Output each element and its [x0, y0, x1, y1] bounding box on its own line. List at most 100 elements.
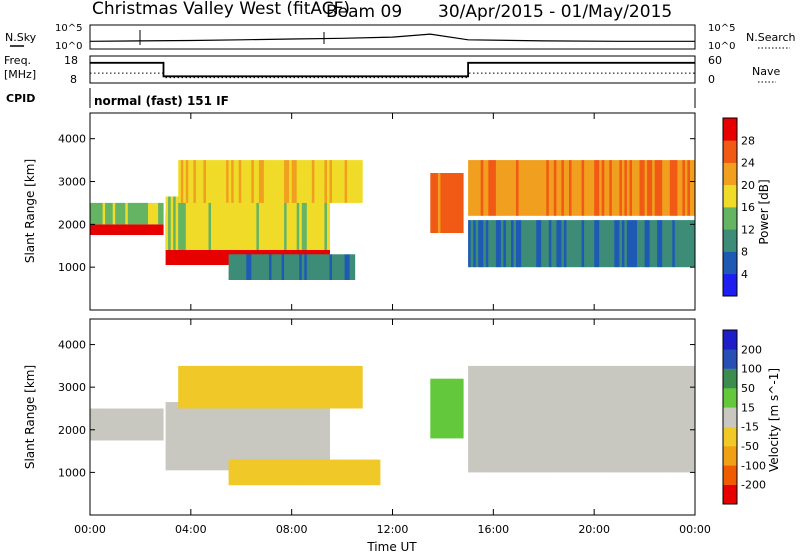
- data-cell: [352, 254, 356, 280]
- data-cell: [269, 402, 272, 471]
- data-cell: [490, 160, 494, 216]
- data-cell: [117, 202, 121, 225]
- data-cell: [105, 408, 109, 441]
- data-cell: [480, 365, 484, 473]
- data-cell: [556, 160, 560, 216]
- data-cell: [652, 220, 656, 268]
- data-cell: [611, 365, 615, 473]
- data-cell: [281, 402, 285, 471]
- data-cell: [314, 402, 318, 471]
- data-cell: [117, 224, 121, 235]
- data-cell: [440, 378, 444, 439]
- data-cell: [672, 160, 676, 216]
- data-cell: [213, 196, 217, 250]
- data-cell: [127, 224, 131, 235]
- data-cell: [526, 220, 530, 268]
- data-cell: [130, 224, 134, 235]
- data-cell: [632, 160, 635, 216]
- data-cell: [296, 402, 300, 471]
- data-cell: [233, 160, 237, 203]
- data-cell: [543, 160, 547, 216]
- data-cell: [327, 365, 330, 409]
- data-cell: [369, 459, 373, 486]
- plot-title: Christmas Valley West (fitACF): [92, 0, 350, 19]
- data-cell: [137, 202, 141, 225]
- data-cell: [367, 459, 371, 486]
- data-cell: [624, 160, 628, 216]
- data-cell: [538, 365, 542, 473]
- data-cell: [523, 220, 527, 268]
- nsky-label: N.Sky: [5, 31, 37, 44]
- data-cell: [183, 196, 187, 250]
- data-cell: [311, 254, 315, 280]
- data-cell: [342, 365, 346, 409]
- data-cell: [316, 160, 320, 203]
- data-cell: [211, 160, 214, 203]
- data-cell: [256, 459, 260, 486]
- data-cell: [173, 196, 177, 250]
- data-cell: [589, 160, 593, 216]
- data-cell: [495, 365, 499, 473]
- data-cell: [195, 196, 199, 250]
- data-cell: [488, 160, 492, 216]
- data-cell: [324, 160, 328, 203]
- beam-label: Beam 09: [326, 2, 402, 22]
- data-cell: [659, 220, 663, 268]
- data-cell: [145, 224, 149, 235]
- data-cell: [195, 365, 199, 409]
- data-cell: [626, 220, 630, 268]
- data-cell: [193, 402, 197, 471]
- data-cell: [221, 160, 225, 203]
- data-cell: [596, 160, 600, 216]
- data-cell: [95, 408, 98, 441]
- data-cell: [203, 365, 207, 409]
- freq-tick-top: 18: [64, 54, 78, 67]
- data-cell: [599, 160, 603, 216]
- data-cell: [304, 402, 308, 471]
- data-cell: [337, 160, 340, 203]
- data-cell: [263, 196, 267, 250]
- nave-tick-bottom: 0: [708, 73, 715, 86]
- data-cell: [120, 224, 124, 235]
- data-cell: [200, 196, 204, 250]
- data-cell: [604, 220, 608, 268]
- data-cell: [690, 220, 693, 268]
- data-cell: [306, 160, 310, 203]
- data-cell: [263, 365, 267, 409]
- data-cell: [256, 254, 260, 280]
- data-cell: [647, 160, 651, 216]
- data-cell: [526, 365, 530, 473]
- data-cell: [614, 365, 618, 473]
- data-cell: [435, 378, 439, 439]
- data-cell: [576, 220, 580, 268]
- x-axis-label: Time UT: [366, 540, 417, 554]
- data-cell: [246, 402, 250, 471]
- data-cell: [619, 160, 623, 216]
- data-cell: [516, 160, 519, 216]
- data-cell: [667, 365, 671, 473]
- data-cell: [115, 408, 119, 441]
- colorbar-tick-label: -15: [741, 421, 759, 434]
- data-cell: [236, 402, 240, 471]
- data-cell: [626, 160, 630, 216]
- data-cell: [594, 365, 598, 473]
- data-cell: [314, 254, 318, 280]
- data-cell: [112, 224, 116, 235]
- data-cell: [349, 365, 353, 409]
- data-cell: [291, 196, 295, 250]
- data-cell: [125, 202, 129, 225]
- data-cell: [548, 365, 552, 473]
- colorbar-tick-label: -200: [741, 479, 766, 492]
- data-cell: [253, 365, 257, 409]
- data-cell: [531, 220, 535, 268]
- data-cell: [616, 220, 620, 268]
- data-cell: [135, 408, 139, 441]
- data-cell: [203, 196, 207, 250]
- data-cell: [594, 160, 598, 216]
- data-cell: [97, 224, 101, 235]
- colorbar-segment: [723, 118, 737, 141]
- data-cell: [263, 160, 267, 203]
- data-cell: [127, 408, 131, 441]
- data-cell: [664, 220, 668, 268]
